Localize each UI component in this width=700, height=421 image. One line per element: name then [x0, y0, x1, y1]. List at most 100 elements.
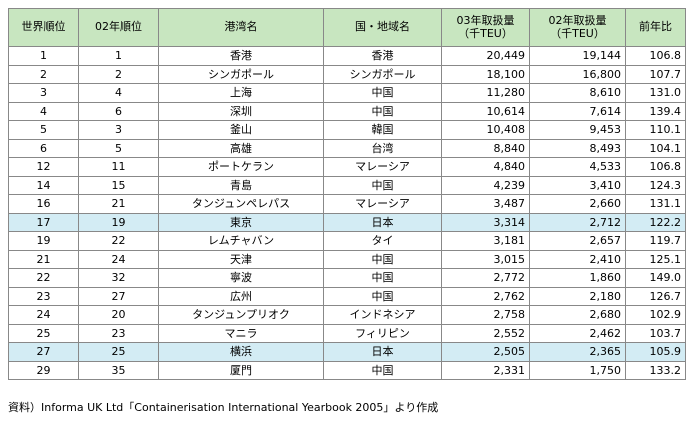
country-cell: 韓国 — [323, 120, 442, 140]
yoy-ratio-cell: 131.1 — [625, 194, 686, 214]
prev-rank-cell: 23 — [78, 323, 159, 343]
volume-02-cell: 2,365 — [529, 342, 626, 362]
prev-rank-cell: 35 — [78, 360, 159, 380]
world-rank-cell: 29 — [8, 360, 79, 380]
world-rank-cell: 3 — [8, 83, 79, 103]
volume-02-cell: 8,493 — [529, 138, 626, 158]
port-name-cell: 高雄 — [158, 138, 324, 158]
port-name-cell: 寧波 — [158, 268, 324, 288]
table-row: 16 21 タンジュンペレパス マレーシア 3,487 2,660 131.1 — [8, 194, 686, 214]
world-rank-cell: 4 — [8, 101, 79, 121]
world-rank-cell: 22 — [8, 268, 79, 288]
country-cell: 中国 — [323, 101, 442, 121]
world-rank-cell: 27 — [8, 342, 79, 362]
prev-rank-cell: 5 — [78, 138, 159, 158]
yoy-ratio-cell: 139.4 — [625, 101, 686, 121]
table-row: 25 23 マニラ フィリピン 2,552 2,462 103.7 — [8, 323, 686, 343]
port-name-cell: 東京 — [158, 212, 324, 232]
header-world-rank: 世界順位 — [8, 8, 79, 47]
port-ranking-table: 世界順位 02年順位 港湾名 国・地域名 03年取扱量 （千TEU） 02年取扱… — [8, 8, 686, 380]
world-rank-cell: 23 — [8, 286, 79, 306]
port-name-cell: マニラ — [158, 323, 324, 343]
world-rank-cell: 25 — [8, 323, 79, 343]
world-rank-cell: 6 — [8, 138, 79, 158]
volume-03-cell: 2,552 — [441, 323, 530, 343]
yoy-ratio-cell: 126.7 — [625, 286, 686, 306]
volume-02-cell: 1,750 — [529, 360, 626, 380]
prev-rank-cell: 3 — [78, 120, 159, 140]
yoy-ratio-cell: 131.0 — [625, 83, 686, 103]
yoy-ratio-cell: 105.9 — [625, 342, 686, 362]
world-rank-cell: 14 — [8, 175, 79, 195]
world-rank-cell: 2 — [8, 64, 79, 84]
volume-03-cell: 10,614 — [441, 101, 530, 121]
table-row: 12 11 ポートケラン マレーシア 4,840 4,533 106.8 — [8, 157, 686, 177]
prev-rank-cell: 25 — [78, 342, 159, 362]
volume-03-cell: 18,100 — [441, 64, 530, 84]
country-cell: 台湾 — [323, 138, 442, 158]
volume-03-cell: 4,239 — [441, 175, 530, 195]
header-02-volume: 02年取扱量 （千TEU） — [529, 8, 626, 47]
country-cell: マレーシア — [323, 194, 442, 214]
port-ranking-table-wrapper: 世界順位 02年順位 港湾名 国・地域名 03年取扱量 （千TEU） 02年取扱… — [8, 8, 686, 380]
volume-02-cell: 2,660 — [529, 194, 626, 214]
table-row: 21 24 天津 中国 3,015 2,410 125.1 — [8, 249, 686, 269]
yoy-ratio-cell: 103.7 — [625, 323, 686, 343]
world-rank-cell: 24 — [8, 305, 79, 325]
yoy-ratio-cell: 110.1 — [625, 120, 686, 140]
port-name-cell: 天津 — [158, 249, 324, 269]
volume-03-cell: 3,314 — [441, 212, 530, 232]
table-row: 17 19 東京 日本 3,314 2,712 122.2 — [8, 212, 686, 232]
yoy-ratio-cell: 119.7 — [625, 231, 686, 251]
volume-02-cell: 9,453 — [529, 120, 626, 140]
country-cell: マレーシア — [323, 157, 442, 177]
table-row: 27 25 横浜 日本 2,505 2,365 105.9 — [8, 342, 686, 362]
country-cell: 日本 — [323, 342, 442, 362]
prev-rank-cell: 19 — [78, 212, 159, 232]
volume-02-cell: 2,657 — [529, 231, 626, 251]
volume-02-cell: 3,410 — [529, 175, 626, 195]
prev-rank-cell: 20 — [78, 305, 159, 325]
country-cell: 香港 — [323, 46, 442, 66]
yoy-ratio-cell: 107.7 — [625, 64, 686, 84]
volume-03-cell: 2,772 — [441, 268, 530, 288]
world-rank-cell: 17 — [8, 212, 79, 232]
yoy-ratio-cell: 124.3 — [625, 175, 686, 195]
yoy-ratio-cell: 102.9 — [625, 305, 686, 325]
table-row: 6 5 高雄 台湾 8,840 8,493 104.1 — [8, 138, 686, 158]
table-row: 2 2 シンガポール シンガポール 18,100 16,800 107.7 — [8, 64, 686, 84]
port-name-cell: タンジュンプリオク — [158, 305, 324, 325]
prev-rank-cell: 6 — [78, 101, 159, 121]
port-name-cell: 上海 — [158, 83, 324, 103]
world-rank-cell: 19 — [8, 231, 79, 251]
yoy-ratio-cell: 133.2 — [625, 360, 686, 380]
country-cell: インドネシア — [323, 305, 442, 325]
world-rank-cell: 5 — [8, 120, 79, 140]
country-cell: 中国 — [323, 175, 442, 195]
volume-03-cell: 2,331 — [441, 360, 530, 380]
header-port-name: 港湾名 — [158, 8, 324, 47]
volume-02-cell: 2,680 — [529, 305, 626, 325]
source-note: 資料）Informa UK Ltd「Containerisation Inter… — [8, 401, 439, 414]
port-name-cell: レムチャバン — [158, 231, 324, 251]
table-row: 4 6 深圳 中国 10,614 7,614 139.4 — [8, 101, 686, 121]
header-03-volume: 03年取扱量 （千TEU） — [441, 8, 530, 47]
prev-rank-cell: 21 — [78, 194, 159, 214]
header-02-rank: 02年順位 — [78, 8, 159, 47]
volume-02-cell: 2,462 — [529, 323, 626, 343]
port-name-cell: タンジュンペレパス — [158, 194, 324, 214]
prev-rank-cell: 1 — [78, 46, 159, 66]
table-header-row: 世界順位 02年順位 港湾名 国・地域名 03年取扱量 （千TEU） 02年取扱… — [8, 8, 686, 47]
yoy-ratio-cell: 106.8 — [625, 157, 686, 177]
prev-rank-cell: 32 — [78, 268, 159, 288]
country-cell: 中国 — [323, 83, 442, 103]
volume-02-cell: 2,712 — [529, 212, 626, 232]
table-row: 5 3 釜山 韓国 10,408 9,453 110.1 — [8, 120, 686, 140]
volume-02-cell: 19,144 — [529, 46, 626, 66]
port-name-cell: 深圳 — [158, 101, 324, 121]
volume-02-cell: 2,410 — [529, 249, 626, 269]
header-country: 国・地域名 — [323, 8, 442, 47]
world-rank-cell: 21 — [8, 249, 79, 269]
volume-03-cell: 3,181 — [441, 231, 530, 251]
table-row: 24 20 タンジュンプリオク インドネシア 2,758 2,680 102.9 — [8, 305, 686, 325]
